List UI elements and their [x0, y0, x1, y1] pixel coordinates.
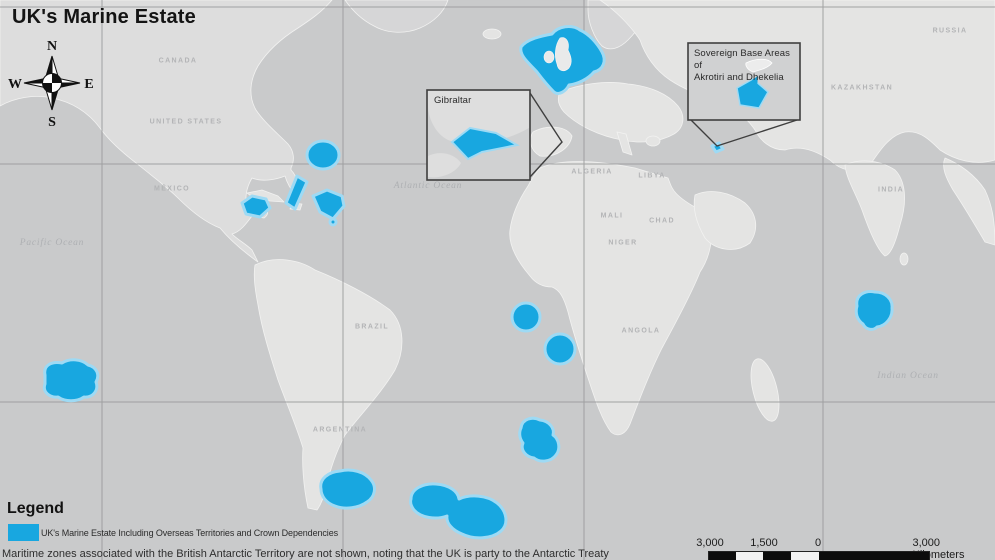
scale-label-3000-right: 3,000 Kilometers — [912, 537, 965, 560]
scale-bar-segment — [736, 552, 763, 560]
scale-bar — [708, 551, 930, 560]
scale-bar-segment — [763, 552, 791, 560]
land-italy — [616, 131, 633, 156]
land-greenland — [344, 0, 449, 33]
marine-biot — [854, 290, 894, 331]
inset-sba-box — [687, 42, 801, 121]
compass-north-label: N — [47, 39, 57, 54]
page-title: UK's Marine Estate — [12, 6, 196, 28]
scale-label-3000-left: 3,000 — [696, 537, 724, 549]
marine-cayman-islands — [240, 194, 272, 219]
land-arabia — [693, 191, 757, 250]
land-greece — [645, 135, 661, 147]
inset-gibraltar-shape — [450, 126, 520, 161]
inset-sba-pointer — [690, 119, 798, 147]
land-sri-lanka — [899, 252, 909, 266]
legend-heading: Legend — [7, 500, 64, 517]
legend-swatch — [8, 524, 39, 541]
scale-label-1500: 1,500 — [750, 537, 778, 549]
land-madagascar — [750, 358, 780, 422]
marine-estate-zones — [42, 25, 894, 540]
marine-st-helena — [543, 332, 577, 366]
inset-gibraltar-pointer — [529, 92, 563, 178]
inset-sba — [687, 42, 801, 147]
land-india — [844, 160, 905, 257]
inset-gibraltar-land-south — [428, 153, 461, 178]
land-iceland — [482, 28, 502, 40]
scale-bar-segment — [791, 552, 819, 560]
marine-bermuda — [305, 139, 341, 171]
marine-anguilla-bvi — [311, 188, 346, 221]
marine-montserrat — [328, 217, 338, 227]
footnote-text: Maritime zones associated with the Briti… — [2, 548, 609, 560]
marine-tristan-da-cunha — [518, 416, 561, 463]
marine-falkland-islands — [319, 468, 376, 510]
scale-bar-segment — [709, 552, 736, 560]
inset-sba-label-line2: Akrotiri and Dhekelia — [694, 72, 784, 83]
inset-gibraltar-land — [428, 91, 529, 144]
marine-turks-and-caicos — [284, 174, 309, 211]
uk-landmass — [543, 37, 572, 72]
inset-sba-shape-small — [752, 76, 758, 87]
land-europe — [557, 82, 684, 143]
inset-sba-label: Sovereign Base Areas of Akrotiri and Dhe… — [694, 48, 798, 84]
inset-gibraltar — [426, 89, 563, 181]
marine-pitcairn-islands — [42, 358, 100, 403]
inset-gibraltar-label: Gibraltar — [434, 95, 472, 106]
compass-west-label: W — [8, 77, 22, 92]
compass-rose: N S W E — [8, 39, 94, 130]
scale-label-zero: 0 — [814, 537, 822, 549]
compass-east-label: E — [84, 77, 93, 92]
marine-ascension — [510, 301, 542, 333]
scale-bar-segment — [819, 552, 929, 560]
legend-item-label: UK's Marine Estate Including Overseas Te… — [41, 528, 338, 538]
compass-south-label: S — [48, 115, 56, 130]
land-iberia — [529, 126, 573, 157]
inset-sba-shape — [736, 78, 769, 109]
marine-south-georgia — [409, 482, 508, 540]
land-se-asia — [943, 157, 995, 246]
inset-sba-label-line1: Sovereign Base Areas of — [694, 48, 791, 71]
inset-sba-cyprus-outline — [745, 58, 773, 73]
